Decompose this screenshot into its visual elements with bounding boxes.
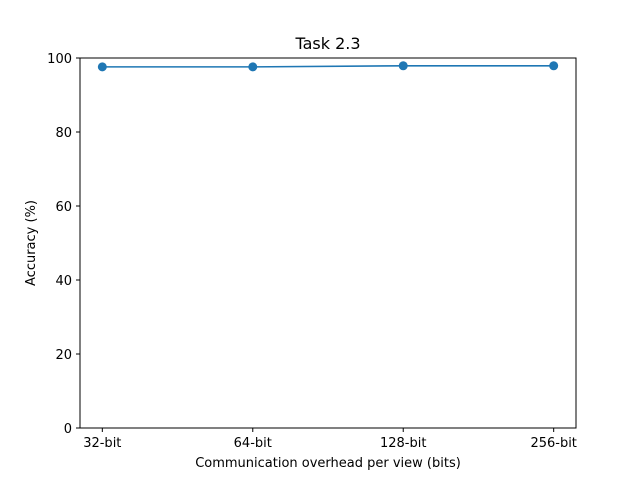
x-axis-label: Communication overhead per view (bits) xyxy=(195,456,461,471)
y-tick-label: 80 xyxy=(55,126,72,141)
chart-title: Task 2.3 xyxy=(294,34,360,53)
y-axis: 0 20 40 60 80 100 xyxy=(47,52,80,437)
x-tick-label: 256-bit xyxy=(530,436,576,451)
series-line xyxy=(102,64,554,68)
x-tick-label: 64-bit xyxy=(234,436,272,451)
data-point xyxy=(549,61,559,71)
series-layer xyxy=(97,61,559,72)
y-tick-label: 40 xyxy=(55,274,72,289)
plot-area xyxy=(80,58,576,428)
y-tick-label: 100 xyxy=(47,52,72,67)
x-axis: 32-bit 64-bit 128-bit 256-bit xyxy=(83,428,577,451)
data-point xyxy=(97,62,107,72)
x-tick-label: 128-bit xyxy=(380,436,426,451)
y-tick-label: 60 xyxy=(55,200,72,215)
y-tick-label: 0 xyxy=(64,422,72,437)
y-axis-label: Accuracy (%) xyxy=(24,200,39,286)
x-tick-label: 32-bit xyxy=(83,436,121,451)
y-tick-label: 20 xyxy=(55,348,72,363)
data-point xyxy=(248,62,258,72)
plot-frame xyxy=(79,57,577,429)
data-point xyxy=(398,61,408,71)
